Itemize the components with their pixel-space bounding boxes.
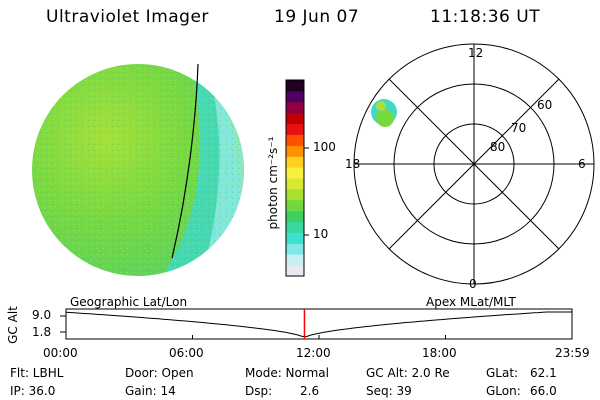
info-ip: IP: 36.0 (10, 384, 56, 398)
time-label: 11:18:36 UT (430, 7, 541, 27)
info-glon-label: GLon: (486, 384, 521, 398)
mlt-label-18: 18 (345, 157, 361, 171)
colorbar-tick-100: 100 (313, 140, 336, 154)
mlat-label-60: 60 (537, 98, 553, 112)
color-bar-segment (286, 232, 304, 244)
color-bar-segment (286, 178, 304, 190)
timeline-left-label: Geographic Lat/Lon (70, 295, 188, 309)
timeline-panel (60, 308, 573, 340)
info-seq: Seq: 39 (366, 384, 412, 398)
instrument-title: Ultraviolet Imager (46, 7, 209, 27)
info-dsp-label: Dsp: (245, 384, 273, 398)
info-gc-alt: GC Alt: 2.0 Re (366, 366, 450, 380)
color-bar-segment (286, 265, 304, 277)
mlt-label-6: 6 (578, 157, 586, 171)
color-bar-segment (286, 80, 304, 92)
color-bar-segment (286, 134, 304, 146)
polar-grid (353, 43, 595, 285)
color-bar-segment (286, 167, 304, 179)
colorbar-tick-10: 10 (313, 227, 329, 241)
color-bar-segment (286, 123, 304, 135)
info-door: Door: Open (125, 366, 194, 380)
color-bar-segment (286, 156, 304, 168)
timeline-y-label: GC Alt (6, 306, 20, 344)
color-bar-segment (286, 188, 304, 201)
info-mode: Mode: Normal (245, 366, 329, 380)
x-tick-1: 06:00 (169, 346, 204, 360)
color-bar-segment (286, 90, 304, 103)
info-flt: Flt: LBHL (10, 366, 64, 380)
color-bar-segment (286, 221, 304, 233)
timeline-right-label: Apex MLat/MLT (426, 295, 516, 309)
auroral-image (32, 63, 244, 276)
color-bar (286, 80, 304, 277)
x-tick-4: 23:59 (555, 346, 590, 360)
x-tick-2: 12:00 (296, 346, 331, 360)
color-bar-segment (286, 145, 304, 157)
date-label: 19 Jun 07 (274, 7, 360, 27)
info-dsp-value: 2.6 (300, 384, 320, 398)
info-gain: Gain: 14 (125, 384, 176, 398)
timeline-y-tick-top: 9.0 (32, 308, 52, 322)
mlat-label-70: 70 (511, 121, 527, 135)
auroral-spot (371, 99, 397, 127)
x-tick-3: 18:00 (422, 346, 457, 360)
info-glon-value: 66.0 (530, 384, 557, 398)
mlat-label-80: 80 (490, 140, 506, 154)
color-bar-segment (286, 101, 304, 114)
altitude-curve (66, 311, 572, 338)
terminator-line (171, 63, 199, 259)
colorbar-unit-label: photon cm⁻²s⁻¹ (266, 136, 280, 230)
timeline-y-tick-bottom: 1.8 (32, 325, 52, 339)
color-bar-segment (286, 254, 304, 266)
info-glat-label: GLat: (486, 366, 519, 380)
mlt-label-12: 12 (468, 46, 484, 60)
color-bar-segment (286, 199, 304, 212)
color-bar-segment (286, 112, 304, 125)
color-bar-segment (286, 210, 304, 223)
x-tick-0: 00:00 (43, 346, 78, 360)
mlt-label-0: 0 (469, 277, 477, 291)
color-bar-segment (286, 243, 304, 255)
color-bar-frame (285, 79, 305, 277)
info-glat-value: 62.1 (530, 366, 557, 380)
